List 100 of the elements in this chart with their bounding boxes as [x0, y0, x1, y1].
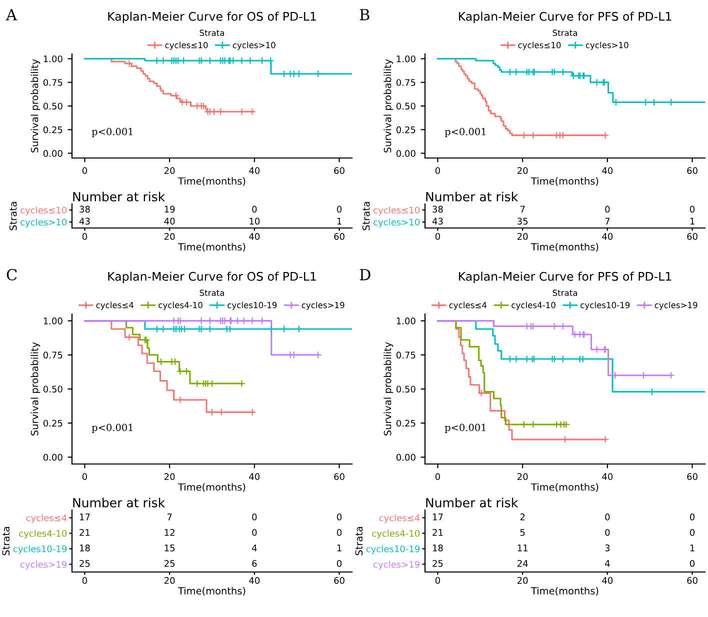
annotation: p<0.001 [444, 424, 486, 434]
data-label: 35 [518, 218, 528, 225]
x-tick-label: 20 [164, 167, 175, 174]
legend-title: Strata [552, 30, 577, 36]
y-tick-label: 0.00 [43, 150, 62, 157]
x-tick-label: 0 [435, 577, 440, 584]
y-tick-label: 0.75 [396, 79, 416, 86]
y-axis-title: Strata [355, 527, 363, 556]
data-label: 6 [252, 560, 257, 567]
chart-title: Number at risk [426, 192, 518, 202]
legend-title: Strata [200, 290, 224, 296]
chart-title: Number at risk [73, 498, 166, 508]
data-label: 10 [250, 218, 260, 225]
data-label: 1 [690, 218, 694, 224]
y-tick-label: 0.75 [396, 352, 416, 358]
x-tick-label: 40 [249, 577, 260, 584]
y-tick-label: 1.00 [396, 55, 416, 62]
data-label: 11 [518, 544, 528, 552]
x-tick-label: 0 [82, 233, 87, 240]
data-label: 0 [605, 206, 610, 213]
x-tick-label: 60 [687, 473, 698, 480]
legend-label: cycles>19 [654, 302, 698, 310]
x-tick-label: 0 [82, 473, 87, 480]
legend-label: cycles>10 [232, 42, 276, 50]
x-tick-label: 40 [249, 473, 260, 480]
legend-label: cycles≤4 [449, 302, 487, 310]
x-tick-label: 60 [687, 577, 698, 584]
x-tick-label: 20 [164, 473, 175, 480]
y-tick-label: 1.00 [44, 55, 62, 62]
x-tick-label: 20 [517, 473, 528, 480]
y-tick-label: cycles>10 [374, 218, 420, 228]
text: D [360, 269, 370, 280]
x-axis-title: Time(months) [178, 242, 246, 252]
x-tick-label: 60 [334, 473, 344, 480]
legend-title: Strata [552, 290, 577, 296]
x-tick-label: 0 [435, 167, 440, 174]
data-label: 0 [605, 514, 610, 520]
data-label: 25 [164, 560, 175, 567]
text: B [360, 9, 370, 20]
legend-label: cycles4-10 [512, 302, 556, 310]
data-label: 17 [432, 514, 443, 520]
data-label: 1 [337, 544, 342, 552]
x-axis-title: Time(months) [530, 177, 598, 186]
data-label: 1 [337, 218, 342, 224]
y-tick-label: cycles10-19 [366, 545, 420, 554]
data-label: 21 [432, 529, 443, 536]
x-axis-title: Time(months) [530, 242, 598, 252]
y-tick-label: cycles4-10 [19, 530, 67, 539]
x-axis-title: Time(months) [178, 483, 246, 492]
data-label: 0 [336, 514, 342, 520]
data-label: 15 [164, 544, 175, 552]
y-tick-label: 0.25 [43, 126, 62, 134]
y-axis-title: Strata [2, 527, 10, 556]
x-tick-label: 60 [334, 577, 344, 584]
data-label: 0 [252, 529, 257, 536]
data-label: 25 [80, 560, 90, 567]
data-label: 0 [605, 529, 610, 536]
y-tick-label: 0.75 [43, 352, 62, 358]
text: A [6, 9, 18, 20]
x-axis-title: Time(months) [178, 586, 246, 596]
y-tick-label: 0.00 [396, 454, 416, 461]
data-label: 4 [252, 544, 257, 552]
data-label: 0 [252, 514, 257, 520]
x-tick-label: 40 [602, 577, 613, 584]
data-label: 0 [690, 560, 695, 567]
legend-label: cycles≤10 [165, 42, 208, 50]
x-tick-label: 40 [602, 233, 613, 240]
chart-title: Kaplan-Meier Curve for OS of PD-L1 [108, 272, 316, 284]
legend-label: cycles≤4 [96, 302, 134, 310]
data-label: 18 [80, 544, 90, 552]
data-label: 38 [432, 206, 443, 213]
y-axis-title: Strata [9, 202, 17, 230]
y-tick-label: cycles≤4 [26, 514, 67, 524]
y-axis-title: Survival probability [384, 342, 394, 436]
data-label: 25 [432, 560, 443, 567]
legend-label: cycles>19 [302, 302, 344, 310]
x-tick-label: 60 [334, 167, 344, 174]
data-label: 7 [167, 514, 172, 520]
data-label: 0 [690, 514, 695, 520]
data-label: 12 [164, 529, 174, 536]
y-tick-label: cycles4-10 [372, 530, 420, 539]
data-label: 0 [336, 560, 342, 567]
y-axis-title: Strata [362, 202, 370, 230]
y-tick-label: 0.25 [396, 126, 416, 134]
y-tick-label: 0.25 [396, 420, 416, 427]
x-tick-label: 40 [602, 473, 613, 480]
data-label: 1 [690, 544, 694, 552]
x-tick-label: 40 [249, 233, 260, 240]
data-label: 40 [164, 218, 175, 225]
annotation: p<0.001 [444, 128, 486, 138]
data-label: 17 [80, 514, 90, 520]
legend-label: cycles>10 [586, 42, 628, 50]
y-tick-label: 0.50 [396, 386, 416, 393]
y-tick-label: 0.00 [396, 150, 416, 157]
data-label: 0 [690, 206, 695, 213]
x-tick-label: 0 [435, 473, 440, 480]
x-tick-label: 20 [517, 233, 528, 240]
y-tick-label: cycles>19 [374, 560, 420, 570]
data-label: 7 [520, 206, 525, 212]
chart-title: Number at risk [426, 498, 518, 508]
